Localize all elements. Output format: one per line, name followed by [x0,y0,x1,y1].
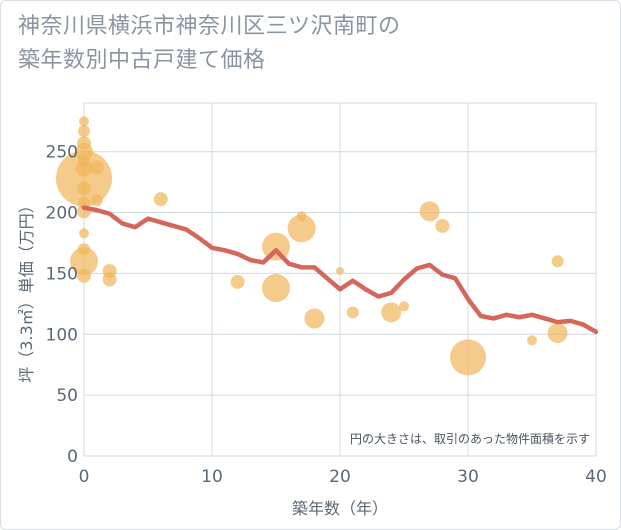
y-tick-label: 50 [56,386,78,406]
bubble-point [102,272,117,287]
bubble-point [287,214,316,243]
bubble-point [78,124,90,137]
bubble-point [399,301,409,312]
y-tick-label: 200 [46,204,78,224]
bubble-point [262,274,290,303]
bubble-point [77,181,91,196]
chart-title: 神奈川県横浜市神奈川区三ツ沢南町の 築年数別中古戸建て価格 [18,10,578,78]
x-tick-label: 10 [201,467,223,487]
chart-title-line1: 神奈川県横浜市神奈川区三ツ沢南町の [18,14,401,39]
x-tick-label: 30 [457,467,479,487]
bubble-point [77,268,91,283]
bubble-point [90,194,103,207]
chart-title-line2: 築年数別中古戸建て価格 [18,48,266,73]
bubble-point [70,247,98,276]
line-layer [81,205,599,335]
y-tick-label: 250 [46,143,78,163]
bubble-point [79,228,89,239]
y-axis-title: 坪（3.3㎡）単価（万円） [17,197,36,382]
y-tick-label: 0 [67,447,78,467]
bubble-point [89,160,104,175]
x-axis-title: 築年数（年） [292,499,388,518]
bubble-point [79,116,89,127]
bubble-point [419,201,440,222]
bubble-layer [56,116,568,376]
grid [83,103,597,457]
bubble-point [262,232,290,261]
average-price-line [81,205,599,335]
bubble-point [450,339,486,376]
bubble-point [230,274,245,289]
x-tick-label: 20 [329,467,351,487]
bubble-point [435,218,450,233]
bubble-point [153,192,168,207]
bubble-point [547,323,568,344]
bubble-point [336,266,344,275]
x-tick-label: 40 [585,467,607,487]
y-tick-label: 150 [46,264,78,284]
x-tick-label: 0 [79,467,90,487]
size-note: 円の大きさは、取引のあった物件面積を示す [350,431,590,446]
bubble-point [304,308,325,329]
bubble-point [346,306,359,319]
bubble-point [551,255,564,268]
y-tick-label: 100 [46,325,78,345]
tick-layer: 0 10 20 30 40 0 50 100 150 200 250 [46,143,607,487]
bubble-point [527,335,537,346]
bubble-point [381,302,402,323]
